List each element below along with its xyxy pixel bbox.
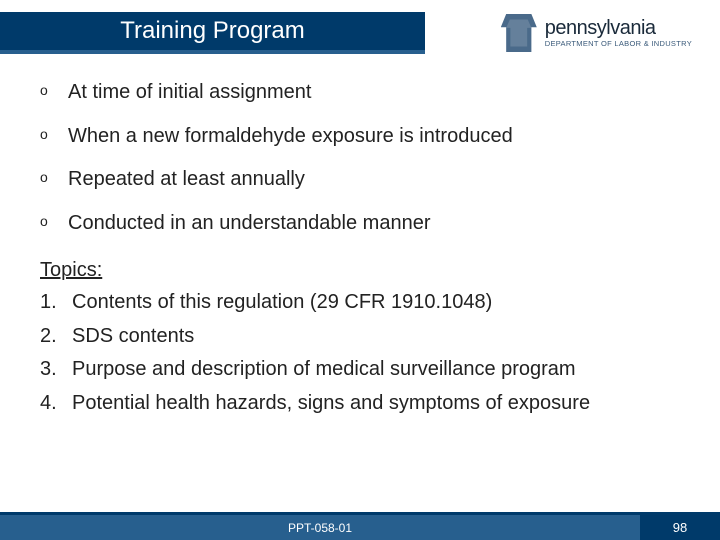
topics-heading: Topics: (40, 258, 680, 284)
title-bar: Training Program (0, 12, 425, 54)
item-text: Potential health hazards, signs and symp… (72, 392, 590, 414)
footer-page: 98 (640, 512, 720, 540)
list-item: At time of initial assignment (40, 80, 680, 106)
bullet-list: At time of initial assignment When a new… (40, 80, 680, 236)
item-number: 2. (40, 324, 57, 350)
list-item: Conducted in an understandable manner (40, 211, 680, 237)
list-item: When a new formaldehyde exposure is intr… (40, 124, 680, 150)
logo-dept: DEPARTMENT OF LABOR & INDUSTRY (545, 40, 692, 48)
item-number: 1. (40, 290, 57, 316)
logo: pennsylvania DEPARTMENT OF LABOR & INDUS… (501, 14, 692, 52)
list-item: 4. Potential health hazards, signs and sy… (40, 391, 680, 417)
slide-title: Training Program (120, 17, 305, 45)
item-text: Purpose and description of medical surve… (72, 358, 576, 380)
topics-list: 1. Contents of this regulation (29 CFR 19… (40, 290, 680, 416)
item-number: 4. (40, 391, 57, 417)
list-item: 3. Purpose and description of medical sur… (40, 357, 680, 383)
logo-state: pennsylvania (545, 18, 692, 38)
item-number: 3. (40, 357, 57, 383)
keystone-icon (501, 14, 537, 52)
logo-text: pennsylvania DEPARTMENT OF LABOR & INDUS… (545, 18, 692, 48)
item-text: Contents of this regulation (29 CFR 1910… (72, 291, 492, 313)
footer-code: PPT-058-01 (0, 512, 640, 540)
item-text: SDS contents (72, 325, 194, 347)
content: At time of initial assignment When a new… (40, 80, 680, 424)
list-item: 2. SDS contents (40, 324, 680, 350)
list-item: 1. Contents of this regulation (29 CFR 19… (40, 290, 680, 316)
list-item: Repeated at least annually (40, 167, 680, 193)
